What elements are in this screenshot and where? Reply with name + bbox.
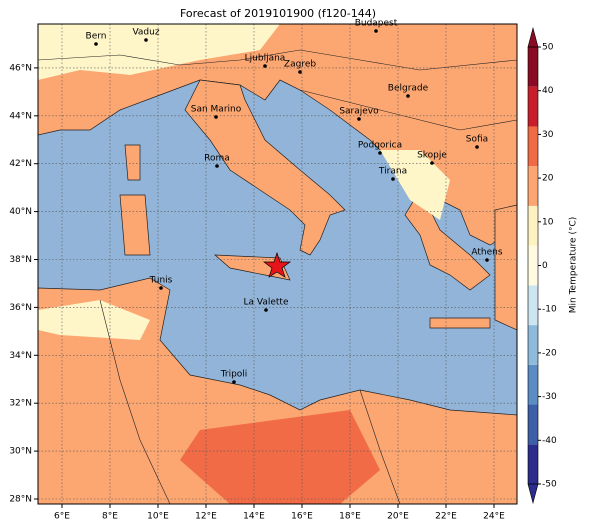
city-label: La Valette (244, 298, 289, 308)
colorbar-tick-label: 0 (542, 261, 548, 271)
city-dot (357, 117, 361, 121)
city-dot (298, 70, 302, 74)
city-label: Vaduz (132, 28, 159, 38)
city-dot (159, 286, 163, 290)
city-label: Athens (471, 248, 502, 258)
city-label: Tirana (378, 167, 407, 177)
colorbar-tick-label: 10 (542, 217, 554, 227)
x-tick-label: 12°E (195, 512, 217, 522)
y-tick-label: 40°N (9, 207, 32, 217)
colorbar-extend-high (527, 26, 539, 48)
city-dot (263, 64, 267, 68)
graticule (38, 24, 517, 504)
y-tick-label: 36°N (9, 303, 32, 313)
city-dot (94, 42, 98, 46)
colorbar-bin (528, 325, 538, 365)
city-label: Zagreb (284, 60, 316, 70)
colorbar-bin (528, 47, 538, 87)
city-label: Belgrade (388, 84, 429, 94)
city-dot (214, 115, 218, 119)
colorbar-tick-label: 30 (542, 130, 554, 140)
city-dot (406, 94, 410, 98)
colorbar-bin (528, 86, 538, 127)
x-tick-label: 14°E (243, 512, 265, 522)
y-tick-label: 28°N (9, 495, 32, 505)
colorbar-tick-label: -10 (542, 305, 557, 315)
colorbar-bin (528, 444, 538, 484)
city-label: Skopje (417, 151, 447, 161)
colorbar-bin (528, 166, 538, 206)
colorbar-extend-low (527, 483, 539, 505)
y-tick-label: 46°N (9, 63, 32, 73)
colorbar-bin (528, 126, 538, 167)
city-dot (144, 38, 148, 42)
colorbar-bin (528, 245, 538, 286)
city-dot (232, 380, 236, 384)
x-tick-label: 8°E (102, 512, 118, 522)
warm-zone (180, 410, 380, 504)
city-label: Bern (86, 32, 107, 42)
location-star (262, 251, 292, 278)
y-tick-label: 38°N (9, 255, 32, 265)
colorbar-tick-label: -40 (542, 436, 557, 446)
x-tick-label: 16°E (291, 512, 313, 522)
y-tick-label: 44°N (9, 111, 32, 121)
city-label: Budapest (355, 19, 398, 29)
colorbar-label: Min Temperature (°C) (569, 217, 579, 314)
map-frame (37, 23, 518, 505)
x-tick-label: 20°E (387, 512, 409, 522)
city-dot (374, 29, 378, 33)
x-tick-label: 18°E (339, 512, 361, 522)
cool-zones (38, 24, 450, 340)
y-tick-label: 32°N (9, 399, 32, 409)
city-label: Tunis (149, 276, 173, 286)
city-label: Roma (204, 154, 230, 164)
city-dot (264, 308, 268, 312)
y-tick-label: 42°N (9, 159, 32, 169)
city-label: San Marino (191, 105, 242, 115)
colorbar-tick-label: 20 (542, 174, 554, 184)
map-area (38, 24, 517, 504)
city-dot (475, 145, 479, 149)
x-tick-label: 10°E (147, 512, 169, 522)
colorbar-tick-label: -50 (542, 480, 557, 490)
city-label: Sofia (466, 135, 488, 145)
city-dot (215, 164, 219, 168)
x-tick-label: 22°E (435, 512, 457, 522)
city-dot (378, 151, 382, 155)
colorbar-bin (528, 404, 538, 445)
x-tick-label: 6°E (54, 512, 70, 522)
y-tick-label: 30°N (9, 447, 32, 457)
colorbar-bin (528, 364, 538, 405)
city-label: Ljubljana (245, 54, 286, 64)
city-dot (391, 177, 395, 181)
colorbar-tick-label: 40 (542, 86, 554, 96)
colorbar: -50 -40 -30 -20 -10 0 10 20 30 40 50 (527, 26, 557, 505)
colorbar-bin (528, 205, 538, 246)
colorbar-tick-label: -20 (542, 348, 557, 358)
city-label: Tripoli (220, 370, 248, 380)
city-dot (485, 258, 489, 262)
city-label: Sarajevo (339, 107, 379, 117)
y-tick-label: 34°N (9, 351, 32, 361)
map-title: Forecast of 2019101900 (f120-144) (180, 7, 376, 20)
city-dot (430, 161, 434, 165)
colorbar-tick-label: -30 (542, 392, 557, 402)
city-label: Podgorica (358, 141, 402, 151)
colorbar-bin (528, 285, 538, 326)
colorbar-tick-label: 50 (542, 43, 554, 53)
x-tick-label: 24°E (483, 512, 505, 522)
